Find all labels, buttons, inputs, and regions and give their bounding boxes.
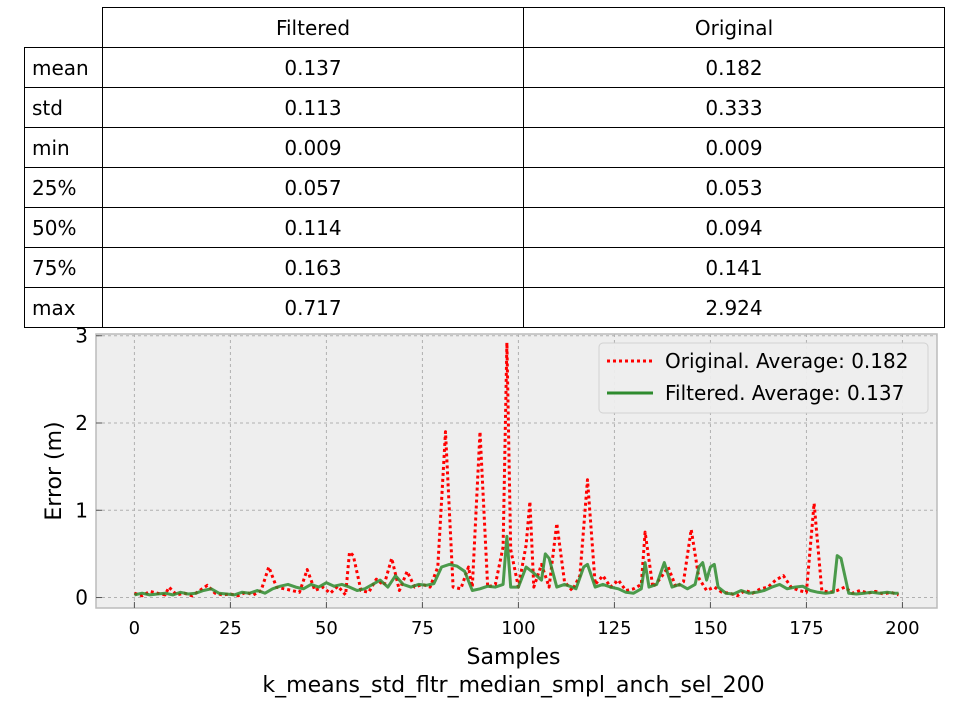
chart-subtitle: k_means_std_fltr_median_smpl_anch_sel_20… (262, 673, 764, 698)
plot-frame (95, 333, 938, 609)
stats-table: Filtered Original mean 0.137 0.182 std 0.113… (24, 7, 945, 328)
legend-label: Original. Average: 0.182 (665, 349, 908, 373)
x-tick-label: 25 (219, 618, 242, 639)
x-tick-label: 175 (789, 618, 823, 639)
legend-label: Filtered. Average: 0.137 (665, 381, 904, 405)
table-row: max 0.717 2.924 (24, 287, 945, 328)
series-line-original (133, 341, 900, 598)
column-header-filtered: Filtered (102, 7, 524, 48)
row-label: mean (24, 47, 103, 88)
cell-filtered: 0.009 (102, 127, 524, 168)
y-axis-label: Error (m) (42, 421, 67, 520)
x-tick-label: 100 (501, 618, 535, 639)
series-line-filtered (134, 534, 899, 597)
x-tick-label: 0 (129, 618, 140, 639)
cell-original: 0.009 (523, 127, 945, 168)
x-tick-label: 50 (315, 618, 338, 639)
y-tick-label: 3 (75, 324, 88, 348)
y-tick-label: 1 (75, 498, 88, 522)
row-label: 25% (24, 167, 103, 208)
table-row: min 0.009 0.009 (24, 127, 945, 168)
table-row: 25% 0.057 0.053 (24, 167, 945, 208)
row-label: 75% (24, 247, 103, 288)
table-row: 75% 0.163 0.141 (24, 247, 945, 288)
x-tick-label: 125 (597, 618, 631, 639)
cell-filtered: 0.717 (102, 287, 524, 328)
x-tick-label: 200 (885, 618, 919, 639)
cell-original: 0.094 (523, 207, 945, 248)
cell-original: 2.924 (523, 287, 945, 328)
x-tick-label: 150 (693, 618, 727, 639)
table-row: 50% 0.114 0.094 (24, 207, 945, 248)
column-header-original: Original (523, 7, 945, 48)
legend: Original. Average: 0.182 Filtered. Averag… (598, 342, 929, 414)
x-axis-label: Samples (467, 645, 561, 670)
y-tick-label: 2 (75, 411, 88, 435)
x-tick-label: 75 (411, 618, 434, 639)
legend-box (598, 342, 929, 414)
table-header-row: Filtered Original (25, 7, 945, 48)
row-label: std (24, 87, 103, 128)
y-tick-label: 0 (75, 586, 88, 610)
